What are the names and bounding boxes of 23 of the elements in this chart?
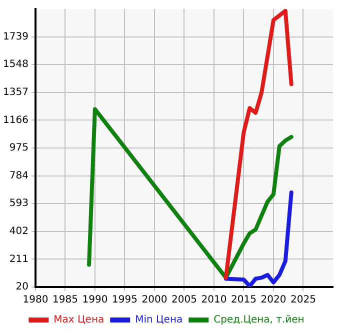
x-tick-label: 2005 bbox=[172, 294, 197, 306]
x-tick-label: 2020 bbox=[260, 294, 286, 306]
x-tick-label: 1990 bbox=[82, 294, 108, 306]
x-tick-label: 1980 bbox=[22, 294, 48, 306]
y-tick-label: 1166 bbox=[2, 114, 28, 126]
x-tick-label: 1985 bbox=[52, 294, 78, 306]
x-tick-label: 2010 bbox=[201, 294, 227, 306]
x-tick-label: 1995 bbox=[112, 294, 138, 306]
legend-label: Max Цена bbox=[54, 314, 104, 326]
y-tick-label: 402 bbox=[9, 226, 28, 237]
y-tick-label: 975 bbox=[9, 142, 28, 154]
y-tick-label: 1739 bbox=[2, 31, 28, 42]
y-tick-label: 593 bbox=[9, 198, 28, 210]
y-tick-label: 784 bbox=[9, 170, 28, 182]
legend-label: Сред.Цена, т.йен bbox=[214, 314, 304, 326]
x-tick-label: 2025 bbox=[290, 294, 316, 306]
y-tick-label: 211 bbox=[9, 254, 28, 265]
y-tick-label: 20 bbox=[16, 282, 28, 293]
x-tick-label: 2015 bbox=[231, 294, 256, 306]
x-tick-label: 2000 bbox=[142, 294, 168, 306]
legend-label: Min Цена bbox=[135, 314, 183, 326]
y-tick-label: 1357 bbox=[2, 86, 28, 98]
y-tick-label: 1548 bbox=[2, 59, 28, 70]
